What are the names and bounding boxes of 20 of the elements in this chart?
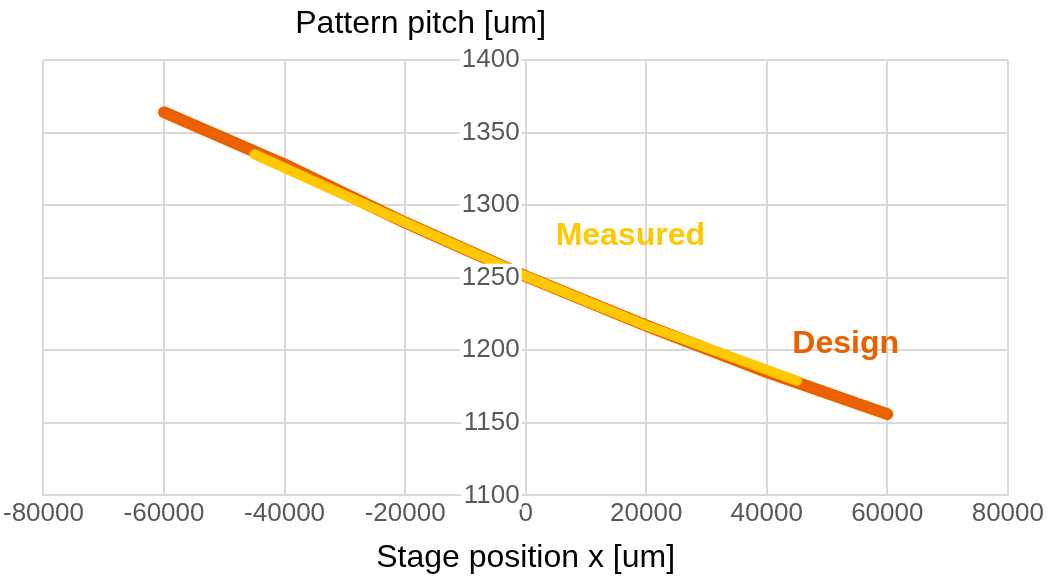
- series-label: Design: [792, 323, 899, 360]
- x-axis-title: Stage position x [um]: [376, 537, 676, 574]
- y-tick-label: 1300: [461, 188, 520, 219]
- x-tick-label: 60000: [851, 497, 924, 528]
- y-axis-title: Pattern pitch [um]: [295, 3, 547, 40]
- y-tick-label: 1100: [463, 478, 520, 509]
- y-tick-label: 1350: [461, 115, 520, 146]
- y-tick-label: 1250: [461, 260, 520, 291]
- x-tick-label: 80000: [971, 497, 1045, 528]
- x-tick-label: 40000: [730, 497, 803, 528]
- x-tick-label: 0: [518, 497, 533, 528]
- x-tick-label: -20000: [364, 497, 446, 528]
- y-tick-label: 1200: [461, 333, 520, 364]
- x-tick-label: -80000: [2, 497, 84, 528]
- series-label: Measured: [555, 216, 706, 253]
- x-tick-label: -60000: [123, 497, 205, 528]
- y-tick-label: 1150: [463, 406, 520, 437]
- x-tick-label: 20000: [610, 497, 683, 528]
- x-tick-label: -40000: [244, 497, 326, 528]
- y-tick-label: 1400: [461, 43, 520, 74]
